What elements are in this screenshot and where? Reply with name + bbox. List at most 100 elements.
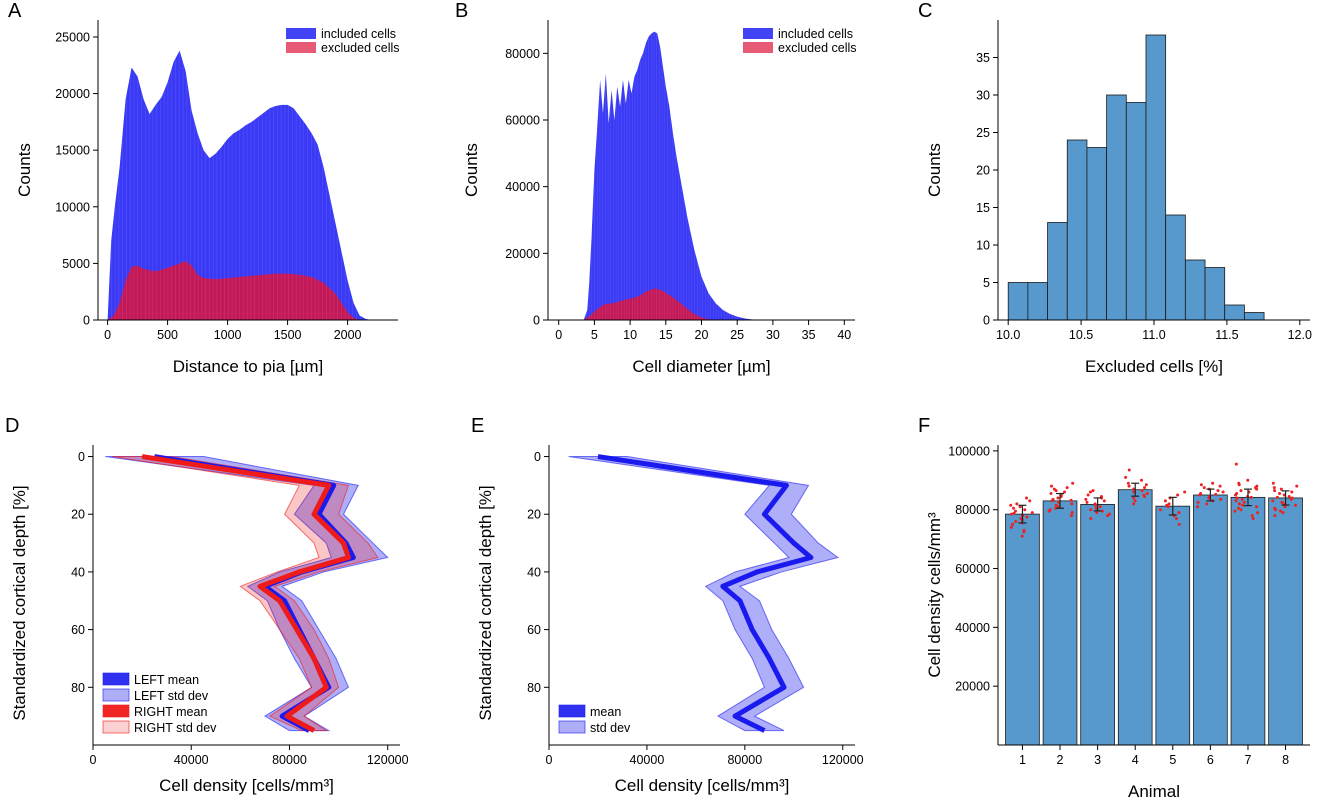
x-tick-label: 0 — [555, 328, 562, 342]
x-axis-label: Cell density [cells/mm³] — [615, 776, 790, 795]
x-axis-label: Excluded cells [%] — [1085, 357, 1223, 376]
y-axis-label: Standardized cortical depth [%] — [10, 485, 29, 720]
data-point — [1049, 492, 1053, 496]
y-tick-label: 80 — [71, 681, 85, 695]
data-point — [1057, 505, 1061, 509]
axes-F: 1 2 3 4 5 6 7 8 20000 40000 60000 80000 100000 Animal… — [918, 415, 1310, 800]
y-tick-label: 60 — [71, 623, 85, 637]
data-point — [1234, 462, 1238, 466]
data-point — [1015, 502, 1019, 506]
data-point — [1242, 500, 1246, 504]
y-tick-label: 20 — [71, 508, 85, 522]
x-tick-label: 4 — [1132, 753, 1139, 767]
data-point — [1132, 487, 1136, 491]
legend-included-swatch — [743, 28, 773, 39]
data-point — [1196, 500, 1200, 504]
data-point — [1256, 511, 1260, 515]
legend-label: LEFT std dev — [134, 689, 209, 703]
legend-label: included cells — [778, 27, 853, 41]
x-tick-label: 3 — [1094, 753, 1101, 767]
data-point — [1293, 503, 1297, 507]
legend-label: excluded cells — [778, 41, 857, 55]
panel-label: D — [5, 415, 19, 437]
x-axis-label: Cell diameter [µm] — [632, 357, 770, 376]
histogram-bar — [1066, 139, 1088, 321]
histogram-bar — [1145, 34, 1167, 321]
x-tick-label: 1 — [1019, 753, 1026, 767]
animal-bar — [1080, 504, 1115, 746]
x-tick-label: 40000 — [174, 753, 209, 767]
y-axis-label: Counts — [462, 143, 481, 197]
histogram-bar — [1007, 282, 1029, 321]
data-point — [1084, 497, 1088, 501]
data-point — [1241, 503, 1245, 507]
legend-D: LEFT mean LEFT std dev RIGHT mean RIGHT std… — [102, 672, 217, 735]
legend-label: mean — [590, 705, 621, 719]
y-tick-label: 0 — [78, 450, 85, 464]
data-point — [1127, 484, 1131, 488]
data-point — [1237, 502, 1241, 506]
data-point — [1107, 512, 1111, 516]
data-point — [1174, 517, 1178, 521]
y-tick-label: 35 — [976, 51, 990, 65]
x-tick-label: 2 — [1057, 753, 1064, 767]
data-point — [1273, 506, 1277, 510]
x-tick-label: 10.5 — [1069, 328, 1093, 342]
histogram-bar — [1125, 102, 1147, 321]
x-tick-label: 35 — [802, 328, 816, 342]
legend-excluded-swatch — [743, 42, 773, 53]
y-tick-label: 60000 — [505, 114, 540, 128]
x-tick-label: 40000 — [630, 753, 665, 767]
y-tick-label: 40000 — [955, 621, 990, 635]
data-point — [1167, 502, 1171, 506]
data-point — [1143, 494, 1147, 498]
data-point — [1057, 500, 1061, 504]
data-point — [1239, 508, 1243, 512]
data-point — [1127, 468, 1131, 472]
data-point — [1020, 534, 1024, 538]
x-tick-label: 5 — [1169, 753, 1176, 767]
excluded-cells-histogram — [583, 288, 713, 320]
x-tick-label: 40 — [837, 328, 851, 342]
data-point — [1239, 489, 1243, 493]
x-tick-label: 6 — [1207, 753, 1214, 767]
x-tick-label: 0 — [104, 328, 111, 342]
data-point — [1240, 497, 1244, 501]
x-tick-label: 10 — [623, 328, 637, 342]
histogram-bar — [1027, 282, 1048, 321]
x-tick-label: 2000 — [334, 328, 362, 342]
data-point — [1049, 484, 1053, 488]
data-point — [1295, 484, 1299, 488]
data-point — [1287, 494, 1291, 498]
data-point — [1071, 481, 1075, 485]
data-point — [1099, 494, 1103, 498]
y-tick-label: 100000 — [948, 444, 990, 458]
legend-swatch — [102, 720, 130, 734]
data-point — [1023, 508, 1027, 512]
data-point — [1018, 505, 1022, 509]
x-tick-label: 20 — [695, 328, 709, 342]
data-point — [1062, 490, 1066, 494]
data-point — [1069, 514, 1073, 518]
x-tick-label: 500 — [157, 328, 178, 342]
data-point — [1054, 503, 1058, 507]
data-point — [1235, 496, 1239, 500]
data-point — [1211, 481, 1215, 485]
x-tick-label: 8 — [1282, 753, 1289, 767]
axes-E: 0 40000 80000 120000 0 20 40 60 80 Cell density [… — [471, 415, 864, 795]
y-tick-label: 20 — [527, 508, 541, 522]
y-tick-label: 40000 — [505, 180, 540, 194]
data-point — [1143, 486, 1147, 490]
x-tick-label: 120000 — [367, 753, 409, 767]
data-point — [1158, 508, 1162, 512]
data-point — [1233, 509, 1237, 513]
x-axis-label: Cell density [cells/mm³] — [159, 776, 334, 795]
data-point — [1205, 502, 1209, 506]
data-point — [1089, 517, 1093, 521]
x-tick-label: 11.5 — [1215, 328, 1238, 342]
y-axis-label: Standardized cortical depth [%] — [476, 485, 495, 720]
x-tick-label: 120000 — [822, 753, 864, 767]
data-point — [1144, 483, 1148, 487]
data-point — [1235, 492, 1239, 496]
